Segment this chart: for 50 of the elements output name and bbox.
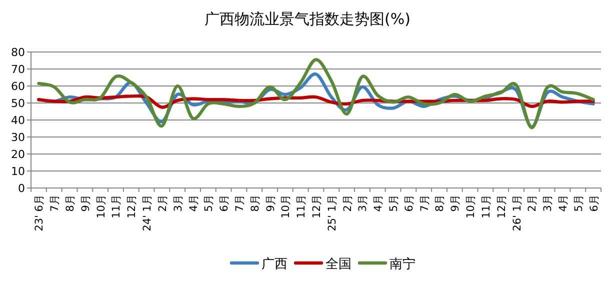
y-tick-label: 50	[11, 97, 25, 110]
y-tick-label: 0	[18, 182, 25, 195]
y-tick-label: 20	[11, 148, 25, 161]
x-tick-label: 8月	[64, 194, 77, 212]
x-tick-label: 12月	[311, 194, 323, 218]
x-tick-label: 6月	[403, 194, 416, 212]
x-tick-label: 11月	[110, 194, 123, 218]
y-tick-label: 80	[11, 46, 25, 59]
y-tick-label: 40	[11, 114, 25, 127]
x-tick-label: 5月	[203, 194, 216, 212]
x-tick-label: 10月	[465, 194, 478, 218]
y-tick-label: 70	[11, 63, 25, 76]
x-tick-label: 9月	[450, 194, 462, 212]
x-tick-label: 7月	[418, 194, 431, 212]
x-tick-label: 26' 1月	[511, 194, 524, 232]
x-tick-label: 4月	[557, 194, 570, 212]
x-tick-label: 12月	[496, 194, 508, 218]
x-tick-label: 3月	[172, 194, 184, 212]
x-tick-label: 2月	[342, 194, 354, 212]
x-tick-label: 5月	[388, 194, 400, 212]
x-tick-label: 6月	[218, 194, 231, 212]
legend-label: 广西	[262, 257, 288, 272]
x-tick-label: 4月	[188, 194, 200, 212]
x-tick-label: 9月	[264, 194, 277, 212]
x-tick-label: 5月	[572, 194, 585, 212]
x-tick-label: 6月	[588, 194, 600, 212]
x-tick-label: 3月	[357, 194, 370, 212]
x-tick-label: 10月	[95, 194, 108, 218]
x-tick-label: 2月	[526, 194, 539, 212]
x-tick-label: 11月	[480, 194, 492, 218]
y-tick-label: 30	[11, 131, 25, 144]
y-tick-label: 10	[11, 165, 25, 178]
legend-label: 南宁	[390, 256, 416, 272]
x-tick-label: 12月	[126, 194, 138, 218]
legend-label: 全国	[326, 257, 352, 272]
x-tick-label: 4月	[372, 194, 385, 212]
x-tick-label: 7月	[234, 194, 246, 212]
x-tick-label: 10月	[280, 194, 292, 218]
x-tick-label: 24' 1月	[142, 194, 154, 232]
x-tick-label: 7月	[49, 194, 62, 212]
x-tick-label: 11月	[296, 194, 308, 218]
x-tick-label: 3月	[542, 194, 554, 212]
x-tick-label: 2月	[156, 194, 169, 212]
x-tick-label: 25' 1月	[326, 194, 338, 232]
x-tick-label: 8月	[249, 194, 262, 212]
x-tick-label: 9月	[80, 194, 92, 212]
y-tick-label: 60	[11, 80, 25, 93]
x-tick-label: 23' 6月	[34, 194, 46, 232]
chart-title: 广西物流业景气指数走势图(%)	[204, 10, 410, 28]
x-tick-label: 8月	[434, 194, 446, 212]
